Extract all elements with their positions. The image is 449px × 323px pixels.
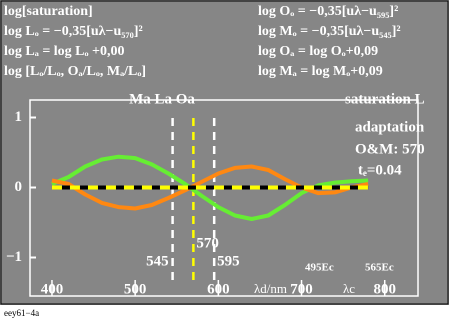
annotation: saturation L bbox=[345, 91, 425, 107]
header-line: log Mₒ = −0,35[uλ−u₅₄₅]² bbox=[258, 24, 401, 39]
header-line: log Mₐ = log Mₒ+0,09 bbox=[258, 64, 383, 79]
annotation: tₑ=0.04 bbox=[358, 162, 402, 178]
series-line bbox=[51, 164, 369, 211]
header-line: log[saturation] bbox=[4, 4, 93, 19]
plot-frame bbox=[29, 99, 419, 297]
annotation: 565Ec bbox=[365, 262, 394, 274]
background bbox=[0, 0, 449, 305]
footer: eey61−4a bbox=[4, 308, 39, 318]
annotation: O&M: 570 bbox=[355, 141, 425, 157]
x-axis-label: λc bbox=[343, 281, 355, 296]
header-line: log Lₐ = log Lₒ +0,00 bbox=[4, 44, 125, 59]
header-line: log Oₒ = −0,35[uλ−u₅₉₅]² bbox=[258, 4, 398, 19]
annotation: Ma La Oa bbox=[129, 91, 195, 107]
annotation: adaptation bbox=[355, 119, 425, 135]
annotation: 495Ec bbox=[305, 262, 334, 274]
header-line: log Lₒ = −0,35[uλ−u₅₇₀]² bbox=[4, 24, 143, 39]
y-tick-label: 0 bbox=[15, 179, 23, 195]
marker-label: 545 bbox=[146, 253, 169, 269]
y-tick-label: −1 bbox=[6, 249, 22, 265]
header-line: log Oₐ = log Oₒ+0,09 bbox=[258, 44, 378, 59]
header-line: log [Lₒ/Lₒ, Oₐ/Lₒ, Mₐ/Lₒ] bbox=[4, 64, 146, 79]
y-tick-label: 1 bbox=[15, 109, 23, 125]
x-axis-label: λd/nm bbox=[254, 281, 287, 296]
outer-border bbox=[0, 0, 449, 305]
marker-label: 595 bbox=[217, 253, 240, 269]
marker-label: 570 bbox=[196, 235, 219, 251]
